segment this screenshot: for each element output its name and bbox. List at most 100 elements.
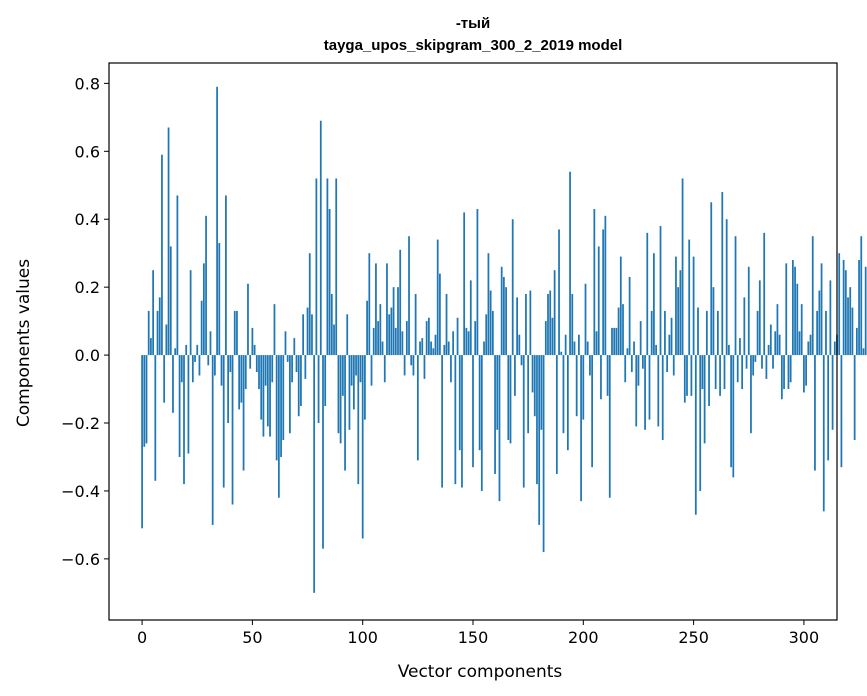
bar-component-117 xyxy=(399,249,402,356)
bar-component-180 xyxy=(538,355,541,525)
bar-component-275 xyxy=(747,266,750,356)
bar-component-198 xyxy=(578,334,580,356)
bar-component-193 xyxy=(566,355,569,451)
bar-component-104 xyxy=(370,355,373,386)
bar-component-40 xyxy=(229,355,232,373)
bar-component-324 xyxy=(855,327,858,356)
bar-component-294 xyxy=(789,355,792,383)
bar-component-284 xyxy=(767,344,770,356)
bar-component-322 xyxy=(851,307,854,356)
bar-component-97 xyxy=(355,355,357,376)
bar-component-71 xyxy=(297,355,300,417)
bar-component-19 xyxy=(183,355,185,485)
bar-component-297 xyxy=(796,283,799,356)
bar-component-176 xyxy=(529,290,532,356)
bar-component-291 xyxy=(783,355,785,390)
bar-component-212 xyxy=(608,355,611,498)
bar-component-36 xyxy=(220,355,223,386)
bar-component-192 xyxy=(564,334,567,356)
bar-component-4 xyxy=(150,338,152,356)
bar-component-258 xyxy=(710,202,713,356)
bar-component-201 xyxy=(584,283,587,356)
bar-component-154 xyxy=(480,355,483,491)
bar-component-121 xyxy=(408,236,410,356)
bar-component-213 xyxy=(611,327,613,356)
bar-component-151 xyxy=(474,321,477,356)
bar-component-200 xyxy=(582,355,585,420)
bar-component-299 xyxy=(800,304,803,356)
bar-component-48 xyxy=(247,283,249,356)
bar-component-306 xyxy=(816,310,819,356)
bar-component-111 xyxy=(386,263,388,356)
bar-component-204 xyxy=(591,355,593,468)
y-tick-label: −0.6 xyxy=(61,550,100,569)
bar-component-267 xyxy=(730,355,732,468)
bar-component-189 xyxy=(558,229,560,356)
bar-component-300 xyxy=(803,355,805,393)
bar-component-175 xyxy=(527,355,530,434)
bar-component-136 xyxy=(441,355,443,488)
bar-component-245 xyxy=(681,178,684,356)
bar-component-262 xyxy=(719,355,721,396)
bar-component-37 xyxy=(222,355,225,488)
bar-component-64 xyxy=(282,355,285,440)
bar-component-31 xyxy=(209,331,212,356)
bar-component-103 xyxy=(368,253,371,356)
bar-component-73 xyxy=(302,314,305,356)
bar-component-61 xyxy=(275,355,278,461)
bar-component-171 xyxy=(518,334,521,356)
bar-component-307 xyxy=(818,290,821,356)
bar-component-153 xyxy=(478,355,481,451)
bar-component-184 xyxy=(547,293,549,356)
bar-component-49 xyxy=(249,355,252,369)
bar-component-120 xyxy=(405,321,408,356)
bar-component-183 xyxy=(544,321,547,356)
bar-component-290 xyxy=(780,355,783,400)
bar-component-206 xyxy=(595,331,598,356)
bar-component-46 xyxy=(242,355,245,471)
bar-component-209 xyxy=(602,229,605,356)
bar-component-8 xyxy=(158,297,161,356)
bar-component-223 xyxy=(633,341,635,356)
bar-component-247 xyxy=(686,355,688,396)
bar-component-251 xyxy=(694,355,697,515)
chart-title-line-1: -тый xyxy=(456,15,490,32)
bar-component-43 xyxy=(236,310,238,356)
bar-component-28 xyxy=(202,263,205,356)
bar-component-318 xyxy=(842,259,845,356)
bar-component-9 xyxy=(161,154,163,356)
bar-component-149 xyxy=(469,280,472,356)
bar-component-66 xyxy=(286,355,289,362)
bar-component-326 xyxy=(860,236,863,356)
bar-component-118 xyxy=(401,331,404,356)
bar-component-69 xyxy=(293,338,296,356)
y-tick-label: 0.8 xyxy=(75,74,100,93)
bar-component-90 xyxy=(339,355,342,444)
bar-component-33 xyxy=(214,355,216,376)
bar-component-248 xyxy=(688,239,691,356)
bar-component-18 xyxy=(180,355,183,383)
x-tick-label: 150 xyxy=(458,628,489,647)
bar-component-10 xyxy=(163,355,166,403)
x-axis-ticks: 0 50 100 150 200 250 300 xyxy=(137,620,819,647)
bar-component-259 xyxy=(712,287,715,356)
bar-component-105 xyxy=(372,327,375,356)
bar-component-314 xyxy=(833,341,836,356)
bar-component-55 xyxy=(262,355,265,437)
bar-component-178 xyxy=(533,355,536,417)
bar-component-35 xyxy=(218,243,221,356)
bar-component-215 xyxy=(615,327,618,356)
bar-component-50 xyxy=(251,327,254,356)
bar-component-29 xyxy=(205,215,207,356)
bar-component-145 xyxy=(461,355,463,488)
y-tick-label: 0.6 xyxy=(75,142,100,161)
bar-component-2 xyxy=(145,355,148,444)
bar-component-252 xyxy=(697,307,699,356)
bar-component-217 xyxy=(619,256,622,356)
bar-component-162 xyxy=(498,355,501,502)
bar-component-173 xyxy=(522,355,525,488)
bar-component-41 xyxy=(231,355,234,505)
x-tick-label: 200 xyxy=(568,628,599,647)
